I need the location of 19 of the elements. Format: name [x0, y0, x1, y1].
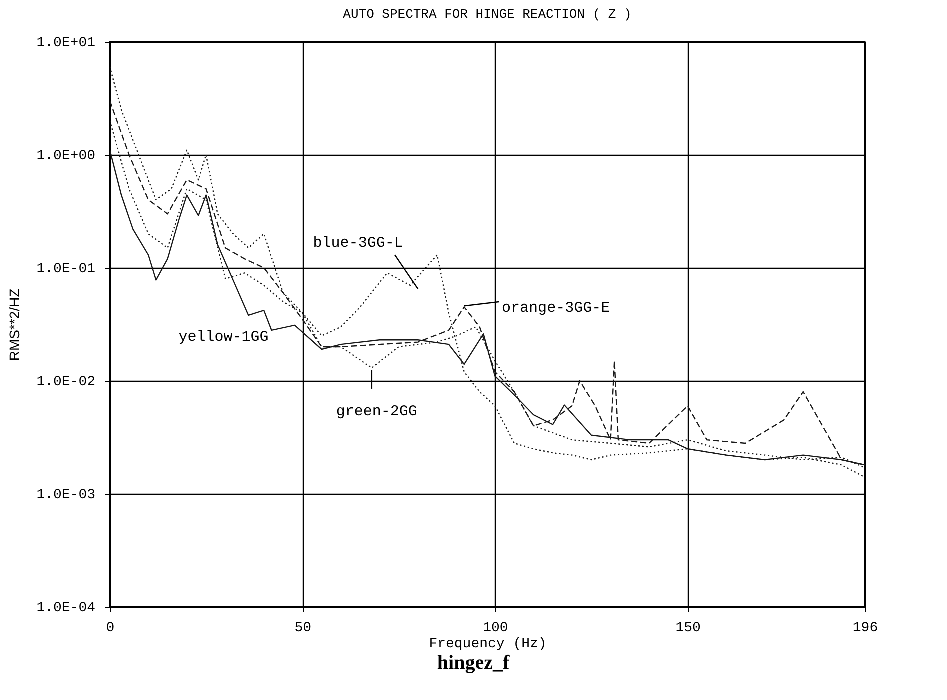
x-tick-label: 100 [483, 620, 508, 636]
y-tick-label: 1.0E-02 [36, 374, 96, 390]
chart-title: AUTO SPECTRA FOR HINGE REACTION ( Z ) [343, 7, 632, 22]
y-tick-label: 1.0E+01 [36, 36, 96, 52]
x-tick-label: 150 [676, 620, 701, 636]
x-axis-title: Frequency (Hz) [429, 636, 547, 652]
y-axis-title: RMS**2/HZ [6, 288, 23, 362]
y-tick-label: 1.0E+00 [36, 148, 96, 164]
text: green-2GG [336, 403, 418, 420]
x-tick-label: 0 [106, 620, 115, 636]
x-tick-label: 196 [852, 620, 878, 636]
y-tick-label: 1.0E-01 [36, 262, 96, 278]
y-tick-label: 1.0E-04 [36, 600, 96, 616]
x-tick-label: 50 [294, 620, 312, 636]
series-label: orange-3GG-E [502, 300, 610, 318]
text: hingez_f [436, 652, 511, 675]
series-label: blue-3GG-L [313, 234, 404, 252]
y-tick-label: 1.0E-03 [36, 488, 96, 504]
series-label: yellow-1GG [178, 329, 269, 346]
